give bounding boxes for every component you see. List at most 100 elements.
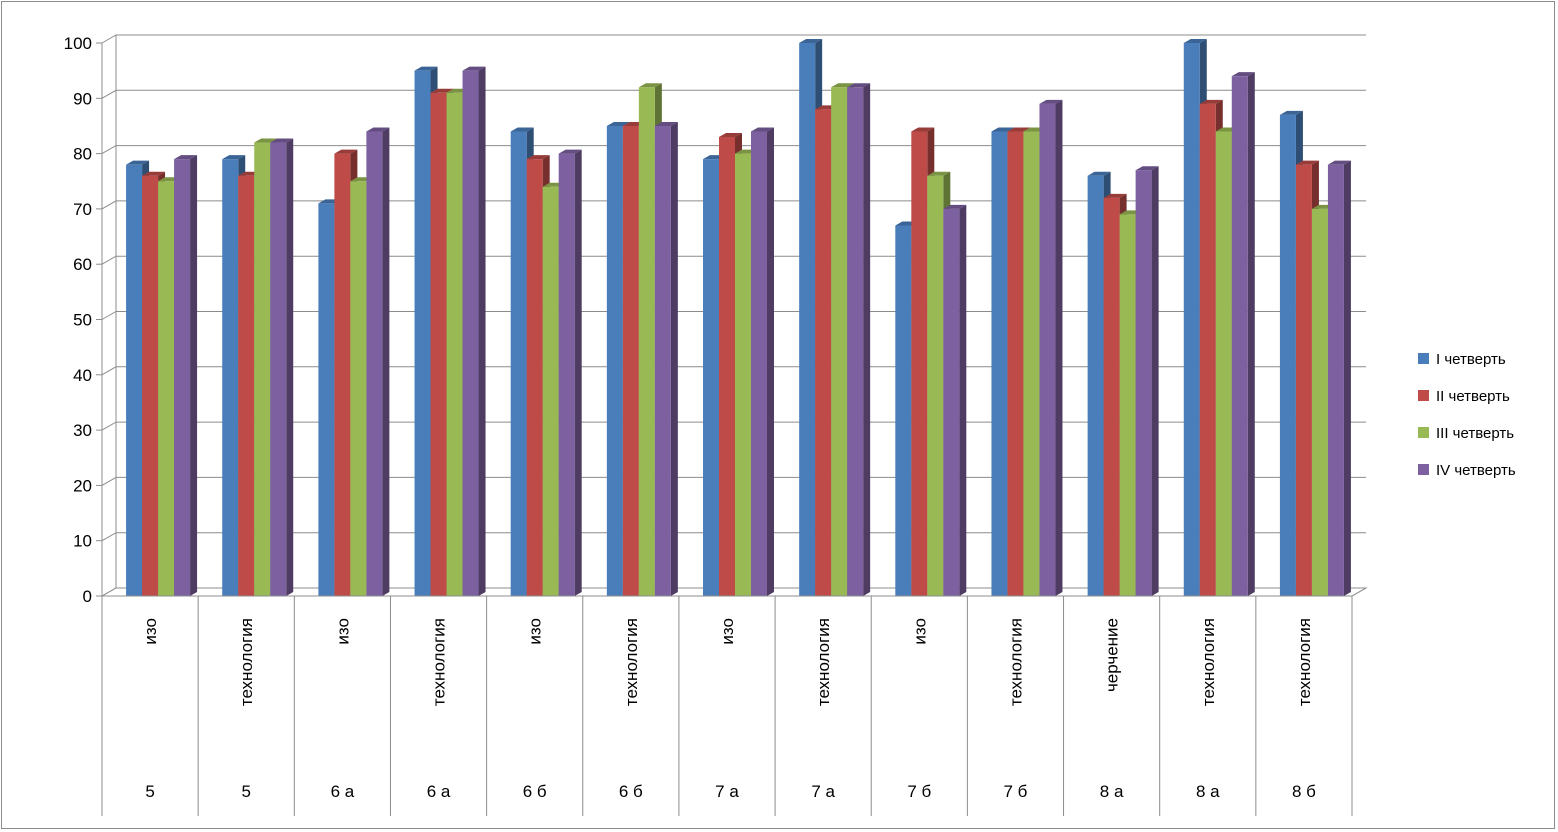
y-tick-label: 60 <box>73 255 92 274</box>
bar-top <box>126 160 150 165</box>
category-subject-label: изо <box>141 618 160 645</box>
bar <box>654 125 671 596</box>
bar-top <box>254 138 278 143</box>
bar <box>895 225 912 597</box>
category-subject-label: технология <box>1295 618 1314 706</box>
category-subject-label: технология <box>814 618 833 706</box>
floor-right-edge <box>1351 587 1367 597</box>
bar <box>446 92 463 597</box>
bar <box>911 131 928 597</box>
y-tick-label: 20 <box>73 476 92 495</box>
bar-top <box>1103 193 1127 198</box>
bar-top <box>943 204 967 209</box>
bar-top <box>414 66 438 71</box>
bar <box>703 159 719 596</box>
bar <box>318 203 335 596</box>
legend-swatch <box>1418 390 1429 401</box>
y-tick-label: 70 <box>73 200 92 219</box>
bar <box>1007 131 1024 597</box>
legend-label: IV четверть <box>1436 462 1516 479</box>
category-class-label: 7 а <box>811 782 835 801</box>
category-subject-label: изо <box>526 618 545 645</box>
bar-side <box>574 149 582 596</box>
y-tick-label: 90 <box>73 89 92 108</box>
bar-top <box>1279 110 1303 115</box>
bar-top <box>927 171 951 176</box>
bar <box>510 131 527 597</box>
bar-top <box>1007 127 1031 132</box>
bar <box>526 159 543 596</box>
category-subject-label: технология <box>430 618 449 706</box>
bar-side <box>863 83 871 597</box>
bar-side <box>382 127 390 596</box>
bar <box>1119 214 1136 596</box>
bar <box>430 92 447 597</box>
bar-side <box>670 121 678 596</box>
category-class-label: 8 б <box>1292 782 1316 801</box>
bar-side <box>767 127 774 596</box>
bar <box>334 153 351 596</box>
category-class-label: 6 б <box>619 782 643 801</box>
bar-top <box>174 155 198 160</box>
category-table: изо 5 технология 5 изо 6 а технология 6 а изо 6 б… <box>101 595 1353 816</box>
bar <box>735 153 751 596</box>
category-subject-label: технология <box>1199 618 1218 706</box>
bar <box>174 159 191 596</box>
category-class-label: 8 а <box>1100 782 1124 801</box>
legend-label: II четверть <box>1436 388 1510 405</box>
bar-top <box>366 127 390 132</box>
bar-top <box>510 127 534 132</box>
bar <box>991 131 1008 597</box>
bar-top <box>1039 99 1063 104</box>
bar <box>943 208 960 596</box>
bar-side <box>286 138 294 597</box>
bar <box>1311 208 1328 596</box>
bar <box>831 87 848 597</box>
bar-top <box>638 83 662 88</box>
legend: I четверть II четверть III четверть IV четв… <box>1418 351 1516 479</box>
bar <box>254 142 271 597</box>
bar <box>815 109 832 597</box>
bar-top <box>222 155 246 160</box>
legend-swatch <box>1418 464 1429 475</box>
bar-top <box>911 127 935 132</box>
bar-top <box>1295 160 1319 165</box>
bar-top <box>430 88 454 93</box>
bar <box>462 70 479 596</box>
bar <box>558 153 575 596</box>
bar-top <box>270 138 294 143</box>
bar-top <box>654 121 678 126</box>
bar <box>622 125 639 596</box>
bar-top <box>1087 171 1111 176</box>
bar <box>542 186 559 596</box>
bar-top <box>462 66 486 71</box>
bar-top <box>1327 160 1351 165</box>
y-tick-label: 30 <box>73 421 92 440</box>
category-class-label: 6 а <box>331 782 355 801</box>
bar-top <box>847 83 871 88</box>
bar <box>1135 170 1152 596</box>
bar-top <box>751 127 774 132</box>
legend-label: I четверть <box>1436 351 1506 368</box>
y-tick-label: 10 <box>73 532 92 551</box>
bar-top <box>558 149 582 154</box>
bar-top <box>334 149 358 154</box>
category-class-label: 7 б <box>907 782 931 801</box>
y-tick-label: 40 <box>73 366 92 385</box>
category-subject-label: технология <box>237 618 256 706</box>
bar-top <box>1231 72 1255 77</box>
legend-swatch <box>1418 353 1429 364</box>
bar-side <box>1055 99 1063 596</box>
bar <box>1103 197 1120 596</box>
y-tick-label: 0 <box>83 587 92 606</box>
category-class-label: 7 а <box>715 782 739 801</box>
y-tick-label: 80 <box>73 145 92 164</box>
bar-top <box>1183 39 1207 43</box>
y-tick-label: 100 <box>64 34 92 53</box>
bar <box>799 43 816 596</box>
legend-swatch <box>1418 427 1429 438</box>
bar-top <box>719 133 742 138</box>
bar <box>158 181 175 596</box>
bar <box>270 142 287 597</box>
